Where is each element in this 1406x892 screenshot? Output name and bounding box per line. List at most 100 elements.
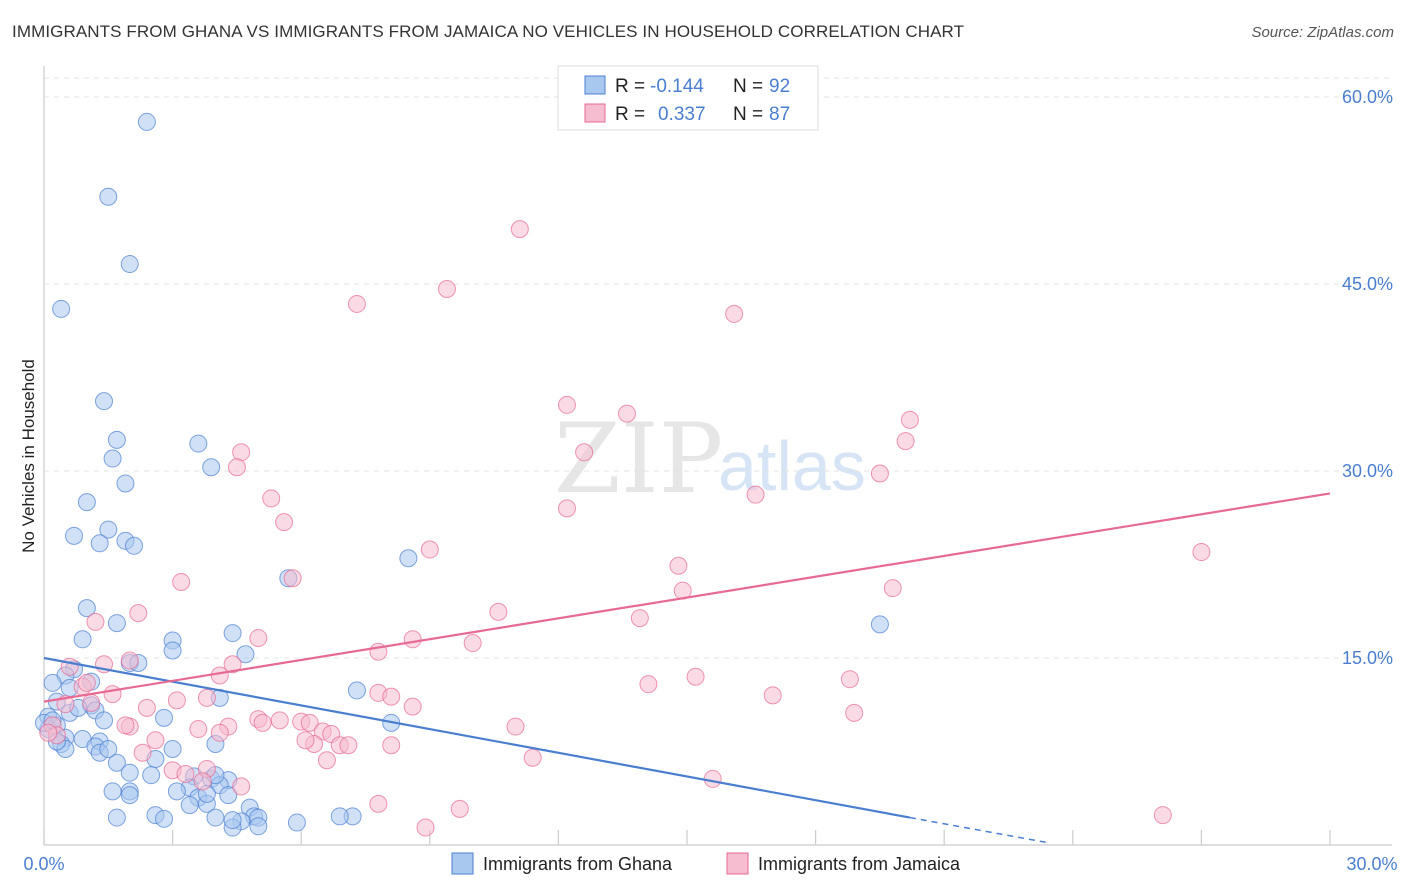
jamaica-point-52 (253, 713, 272, 732)
jamaica-point-84 (77, 673, 96, 692)
jamaica-point-24 (630, 609, 649, 628)
ghana-point-8 (202, 458, 221, 477)
jamaica-point-48 (845, 703, 864, 722)
jamaica-point-23 (489, 602, 508, 621)
ghana-point-5 (107, 430, 126, 449)
jamaica-point-66 (339, 736, 358, 755)
jamaica-point-1 (437, 279, 456, 298)
ghana-point-20 (223, 624, 242, 643)
jamaica-point-2 (347, 294, 366, 313)
jamaica-point-20 (283, 569, 302, 588)
jamaica-point-40 (382, 687, 401, 706)
legend-n-value-jamaica: 87 (769, 104, 790, 125)
jamaica-point-80 (450, 799, 469, 818)
jamaica-point-82 (416, 818, 435, 837)
ghana-point-64 (120, 786, 139, 805)
jamaica-point-8 (232, 443, 251, 462)
ghana-point-10 (77, 493, 96, 512)
ghana-point-2 (120, 255, 139, 274)
ghana-trend-line (43, 656, 911, 819)
ghana-point-14 (125, 536, 144, 555)
jamaica-point-46 (403, 697, 422, 716)
jamaica-point-86 (463, 634, 482, 653)
jamaica-point-3 (725, 304, 744, 323)
ghana-point-7 (103, 449, 122, 468)
legend-n-label-jamaica: N = (733, 104, 763, 125)
legend-n-label-ghana: N = (733, 76, 763, 97)
ghana-point-3 (52, 299, 71, 318)
jamaica-point-63 (210, 723, 229, 742)
jamaica-point-19 (172, 572, 191, 591)
jamaica-point-45 (137, 698, 156, 717)
jamaica-point-27 (403, 630, 422, 649)
ghana-point-31 (347, 681, 366, 700)
ghana-point-1 (99, 187, 118, 206)
jamaica-point-36 (639, 675, 658, 694)
ghana-point-68 (180, 796, 199, 815)
ghana-point-19 (107, 614, 126, 633)
ghana-point-24 (236, 645, 255, 664)
gridlines (44, 77, 1392, 659)
jamaica-point-67 (382, 736, 401, 755)
jamaica-point-77 (703, 769, 722, 788)
y-axis-label: No Vehicles in Household (19, 359, 38, 553)
jamaica-point-9 (575, 443, 594, 462)
ghana-point-0 (137, 112, 156, 131)
series-legend: Immigrants from Ghana Immigrants from Ja… (451, 852, 961, 875)
ghana-point-11 (65, 526, 84, 545)
jamaica-point-16 (420, 540, 439, 559)
jamaica-point-53 (300, 713, 319, 732)
ghana-point-15 (90, 534, 109, 553)
jamaica-point-18 (669, 556, 688, 575)
jamaica-point-7 (896, 432, 915, 451)
x-tick-label-max: 30.0% (1346, 854, 1397, 874)
jamaica-point-35 (840, 670, 859, 689)
ghana-point-88 (223, 811, 242, 830)
ghana-point-9 (116, 474, 135, 493)
bottom-legend-jamaica: Immigrants from Jamaica (758, 854, 961, 874)
legend-n-value-ghana: 92 (769, 76, 790, 97)
legend-r-label-ghana: R = (615, 76, 645, 97)
jamaica-point-15 (275, 513, 294, 532)
jamaica-point-68 (146, 731, 165, 750)
bottom-legend-ghana: Immigrants from Ghana (483, 854, 673, 874)
y-tick-label-2: 45.0% (1342, 274, 1393, 294)
jamaica-point-79 (369, 794, 388, 813)
bottom-legend-swatch-ghana (451, 852, 474, 875)
trend-lines (43, 492, 1331, 844)
correlation-legend: R = -0.144 N = 92 R = 0.337 N = 87 (557, 65, 819, 131)
jamaica-point-70 (296, 731, 315, 750)
ghana-point-4 (95, 392, 114, 411)
ghana-point-18 (77, 599, 96, 618)
jamaica-point-44 (82, 693, 101, 712)
ghana-point-12 (99, 520, 118, 539)
ghana-point-55 (142, 766, 161, 785)
y-tick-label-1: 30.0% (1342, 461, 1393, 481)
jamaica-point-5 (617, 404, 636, 423)
ghana-point-49 (163, 740, 182, 759)
jamaica-point-33 (210, 666, 229, 685)
legend-swatch-jamaica (584, 103, 606, 123)
jamaica-point-30 (223, 655, 242, 674)
ghana-point-72 (155, 809, 174, 828)
ghana-point-71 (107, 808, 126, 827)
jamaica-point-81 (1153, 806, 1172, 825)
jamaica-point-43 (167, 691, 186, 710)
ghana-point-53 (107, 753, 126, 772)
legend-r-value-jamaica: 0.337 (658, 104, 706, 125)
ghana-point-61 (167, 782, 186, 801)
y-tick-label-3: 60.0% (1342, 87, 1393, 107)
ghana-point-82 (870, 615, 889, 634)
jamaica-point-10 (227, 458, 246, 477)
ghana-point-63 (103, 782, 122, 801)
legend-swatch-ghana (584, 75, 606, 95)
ghana-point-39 (155, 708, 174, 727)
jamaica-point-25 (129, 604, 148, 623)
jamaica-point-28 (249, 629, 268, 648)
jamaica-point-0 (510, 220, 529, 239)
jamaica-point-17 (1192, 543, 1211, 562)
bottom-legend-swatch-jamaica (726, 852, 749, 875)
y-tick-labels: 15.0% 30.0% 45.0% 60.0% (1342, 87, 1393, 668)
jamaica-point-71 (317, 751, 336, 770)
jamaica-point-11 (870, 464, 889, 483)
